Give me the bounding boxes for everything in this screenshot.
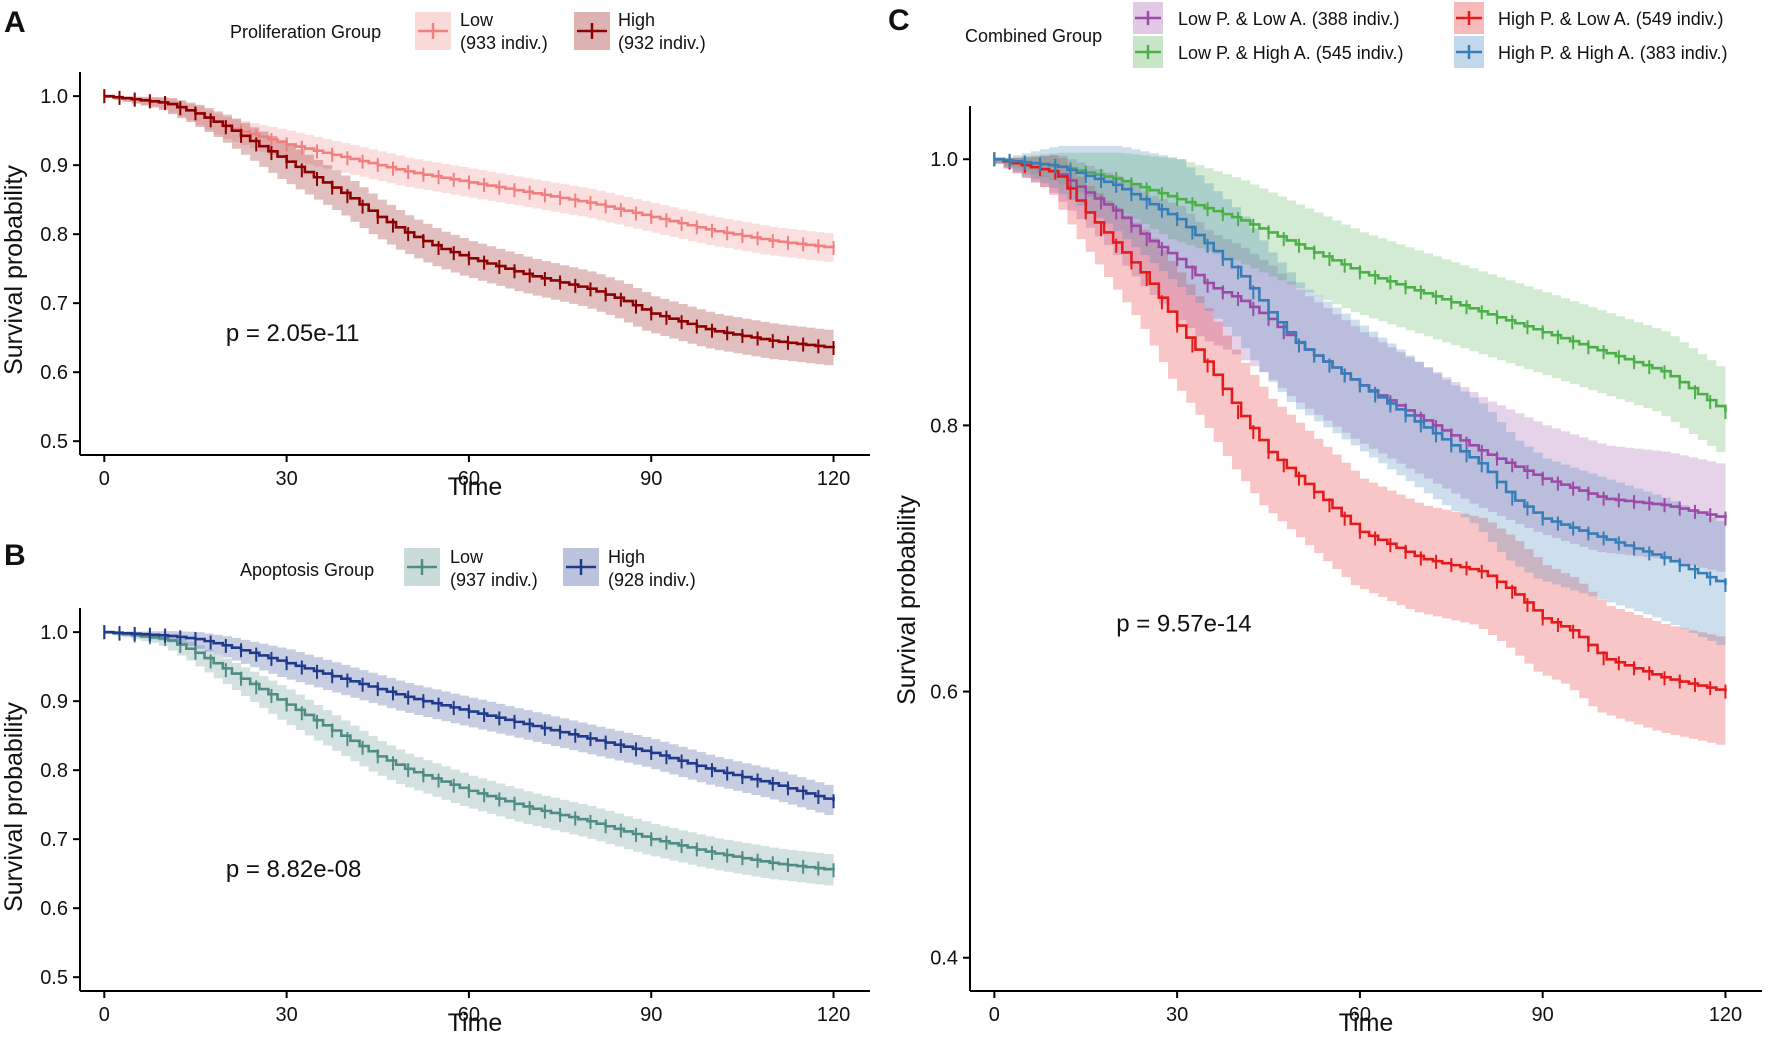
panel-c-x-tick-label: 90	[1532, 1004, 1554, 1026]
panel-a-x-tick-label: 90	[640, 468, 662, 490]
panel-c-letter: C	[888, 4, 910, 37]
panel-b-y-tick-label: 0.9	[40, 691, 68, 713]
panel-a-x-tick-label: 60	[458, 468, 480, 490]
panel-a-legend: Proliferation Group Low (933 indiv.) Hig…	[230, 10, 706, 53]
panel-b-x-tick-label: 90	[640, 1004, 662, 1026]
panel-b-x-tick-label: 30	[275, 1004, 297, 1026]
panel-c-ci-band-1	[994, 155, 1726, 745]
panel-b-p-value: p = 8.82e-08	[226, 856, 361, 883]
panel-a-plot: 0 30 60 90 120 0.5 0.6 0.7 0.8 0.9 1.0 p = 2.05e-11	[40, 72, 870, 490]
panel-a-y-axis-title: Survival probability	[0, 165, 28, 375]
panel-a-y-tick-label: 0.9	[40, 155, 68, 177]
panel-c-y-tick-label: 1.0	[930, 149, 958, 171]
panel-c-legend-lowp-lowa-label: Low P. & Low A. (388 indiv.)	[1178, 9, 1399, 29]
panel-a-legend-high-count: (932 indiv.)	[618, 33, 706, 53]
panel-a-y-tick-label: 0.5	[40, 431, 68, 453]
panel-b-x-tick-label: 120	[817, 1004, 850, 1026]
panel-a-censor-marks-1	[103, 89, 835, 356]
panel-b-y-axis-title: Survival probability	[0, 702, 28, 912]
panel-a-letter: A	[4, 6, 26, 39]
panel-c-y-axis-title: Survival probability	[893, 495, 921, 705]
panel-c-y-tick-label: 0.6	[930, 682, 958, 704]
panel-a-x-axis-title: Time	[448, 473, 503, 501]
panel-b-y-tick-label: 0.8	[40, 760, 68, 782]
panel-c-legend: Combined Group Low P. & Low A. (388 indi…	[965, 2, 1727, 68]
panel-c-x-tick-label: 120	[1709, 1004, 1742, 1026]
panel-b-y-tick-label: 0.6	[40, 898, 68, 920]
panel-b-legend-low-count: (937 indiv.)	[450, 570, 538, 590]
panel-a-y-tick-label: 0.6	[40, 362, 68, 384]
panel-a: A Proliferation Group Low (933 indiv.) H…	[0, 6, 870, 501]
panel-a-x-tick-label: 0	[99, 468, 110, 490]
panel-c-y-tick-label: 0.4	[930, 948, 958, 970]
panel-c-legend-lowp-higha-label: Low P. & High A. (545 indiv.)	[1178, 43, 1403, 63]
panel-a-p-value: p = 2.05e-11	[226, 320, 360, 347]
panel-b-y-tick-label: 0.7	[40, 829, 68, 851]
panel-a-legend-low-label: Low	[460, 10, 494, 30]
panel-b-legend: Apoptosis Group Low (937 indiv.) High (9…	[240, 547, 696, 590]
panel-c-ci-band-2	[994, 152, 1726, 453]
panel-b-letter: B	[4, 539, 26, 572]
panel-b-legend-high-label: High	[608, 547, 645, 567]
panel-c-y-tick-label: 0.8	[930, 415, 958, 437]
panel-c-legend-highp-higha-label: High P. & High A. (383 indiv.)	[1498, 43, 1727, 63]
panel-c-x-axis-title: Time	[1339, 1009, 1394, 1037]
panel-c-plot: 0 30 60 90 120 0.4 0.6 0.8 1.0 p = 9.57e-14	[930, 106, 1762, 1026]
panel-c-legend-highp-lowa-label: High P. & Low A. (549 indiv.)	[1498, 9, 1723, 29]
panel-b-x-tick-label: 0	[99, 1004, 110, 1026]
panel-b-censor-marks-1	[103, 625, 835, 809]
panel-b-legend-title: Apoptosis Group	[240, 560, 374, 580]
panel-a-y-tick-label: 1.0	[40, 86, 68, 108]
panel-b-x-tick-label: 60	[458, 1004, 480, 1026]
panel-a-legend-high-label: High	[618, 10, 655, 30]
panel-c-x-tick-label: 0	[989, 1004, 1000, 1026]
panel-b: B Apoptosis Group Low (937 indiv.) High …	[0, 539, 870, 1037]
panel-c-censor-marks-3	[993, 152, 1727, 593]
panel-c-p-value: p = 9.57e-14	[1116, 611, 1251, 638]
panel-a-y-tick-label: 0.8	[40, 224, 68, 246]
panel-a-y-tick-label: 0.7	[40, 293, 68, 315]
panel-c-legend-title: Combined Group	[965, 26, 1102, 46]
panel-a-x-tick-label: 30	[275, 468, 297, 490]
panel-b-legend-low-label: Low	[450, 547, 484, 567]
panel-b-legend-high-count: (928 indiv.)	[608, 570, 696, 590]
panel-b-x-axis-title: Time	[448, 1009, 503, 1037]
panel-b-plot: 0 30 60 90 120 0.5 0.6 0.7 0.8 0.9 1.0 p = 8.82e-08	[40, 608, 870, 1026]
panel-c-x-tick-label: 30	[1166, 1004, 1188, 1026]
panel-a-legend-low-count: (933 indiv.)	[460, 33, 548, 53]
panel-c-x-tick-label: 60	[1349, 1004, 1371, 1026]
panel-b-y-tick-label: 1.0	[40, 622, 68, 644]
panel-b-ci-band-1	[104, 631, 834, 816]
panel-c: C Combined Group Low P. & Low A. (388 in…	[888, 2, 1762, 1037]
panel-b-y-tick-label: 0.5	[40, 967, 68, 989]
panel-a-legend-title: Proliferation Group	[230, 22, 381, 42]
panel-a-x-tick-label: 120	[817, 468, 850, 490]
panel-b-ci-band-0	[104, 632, 834, 886]
